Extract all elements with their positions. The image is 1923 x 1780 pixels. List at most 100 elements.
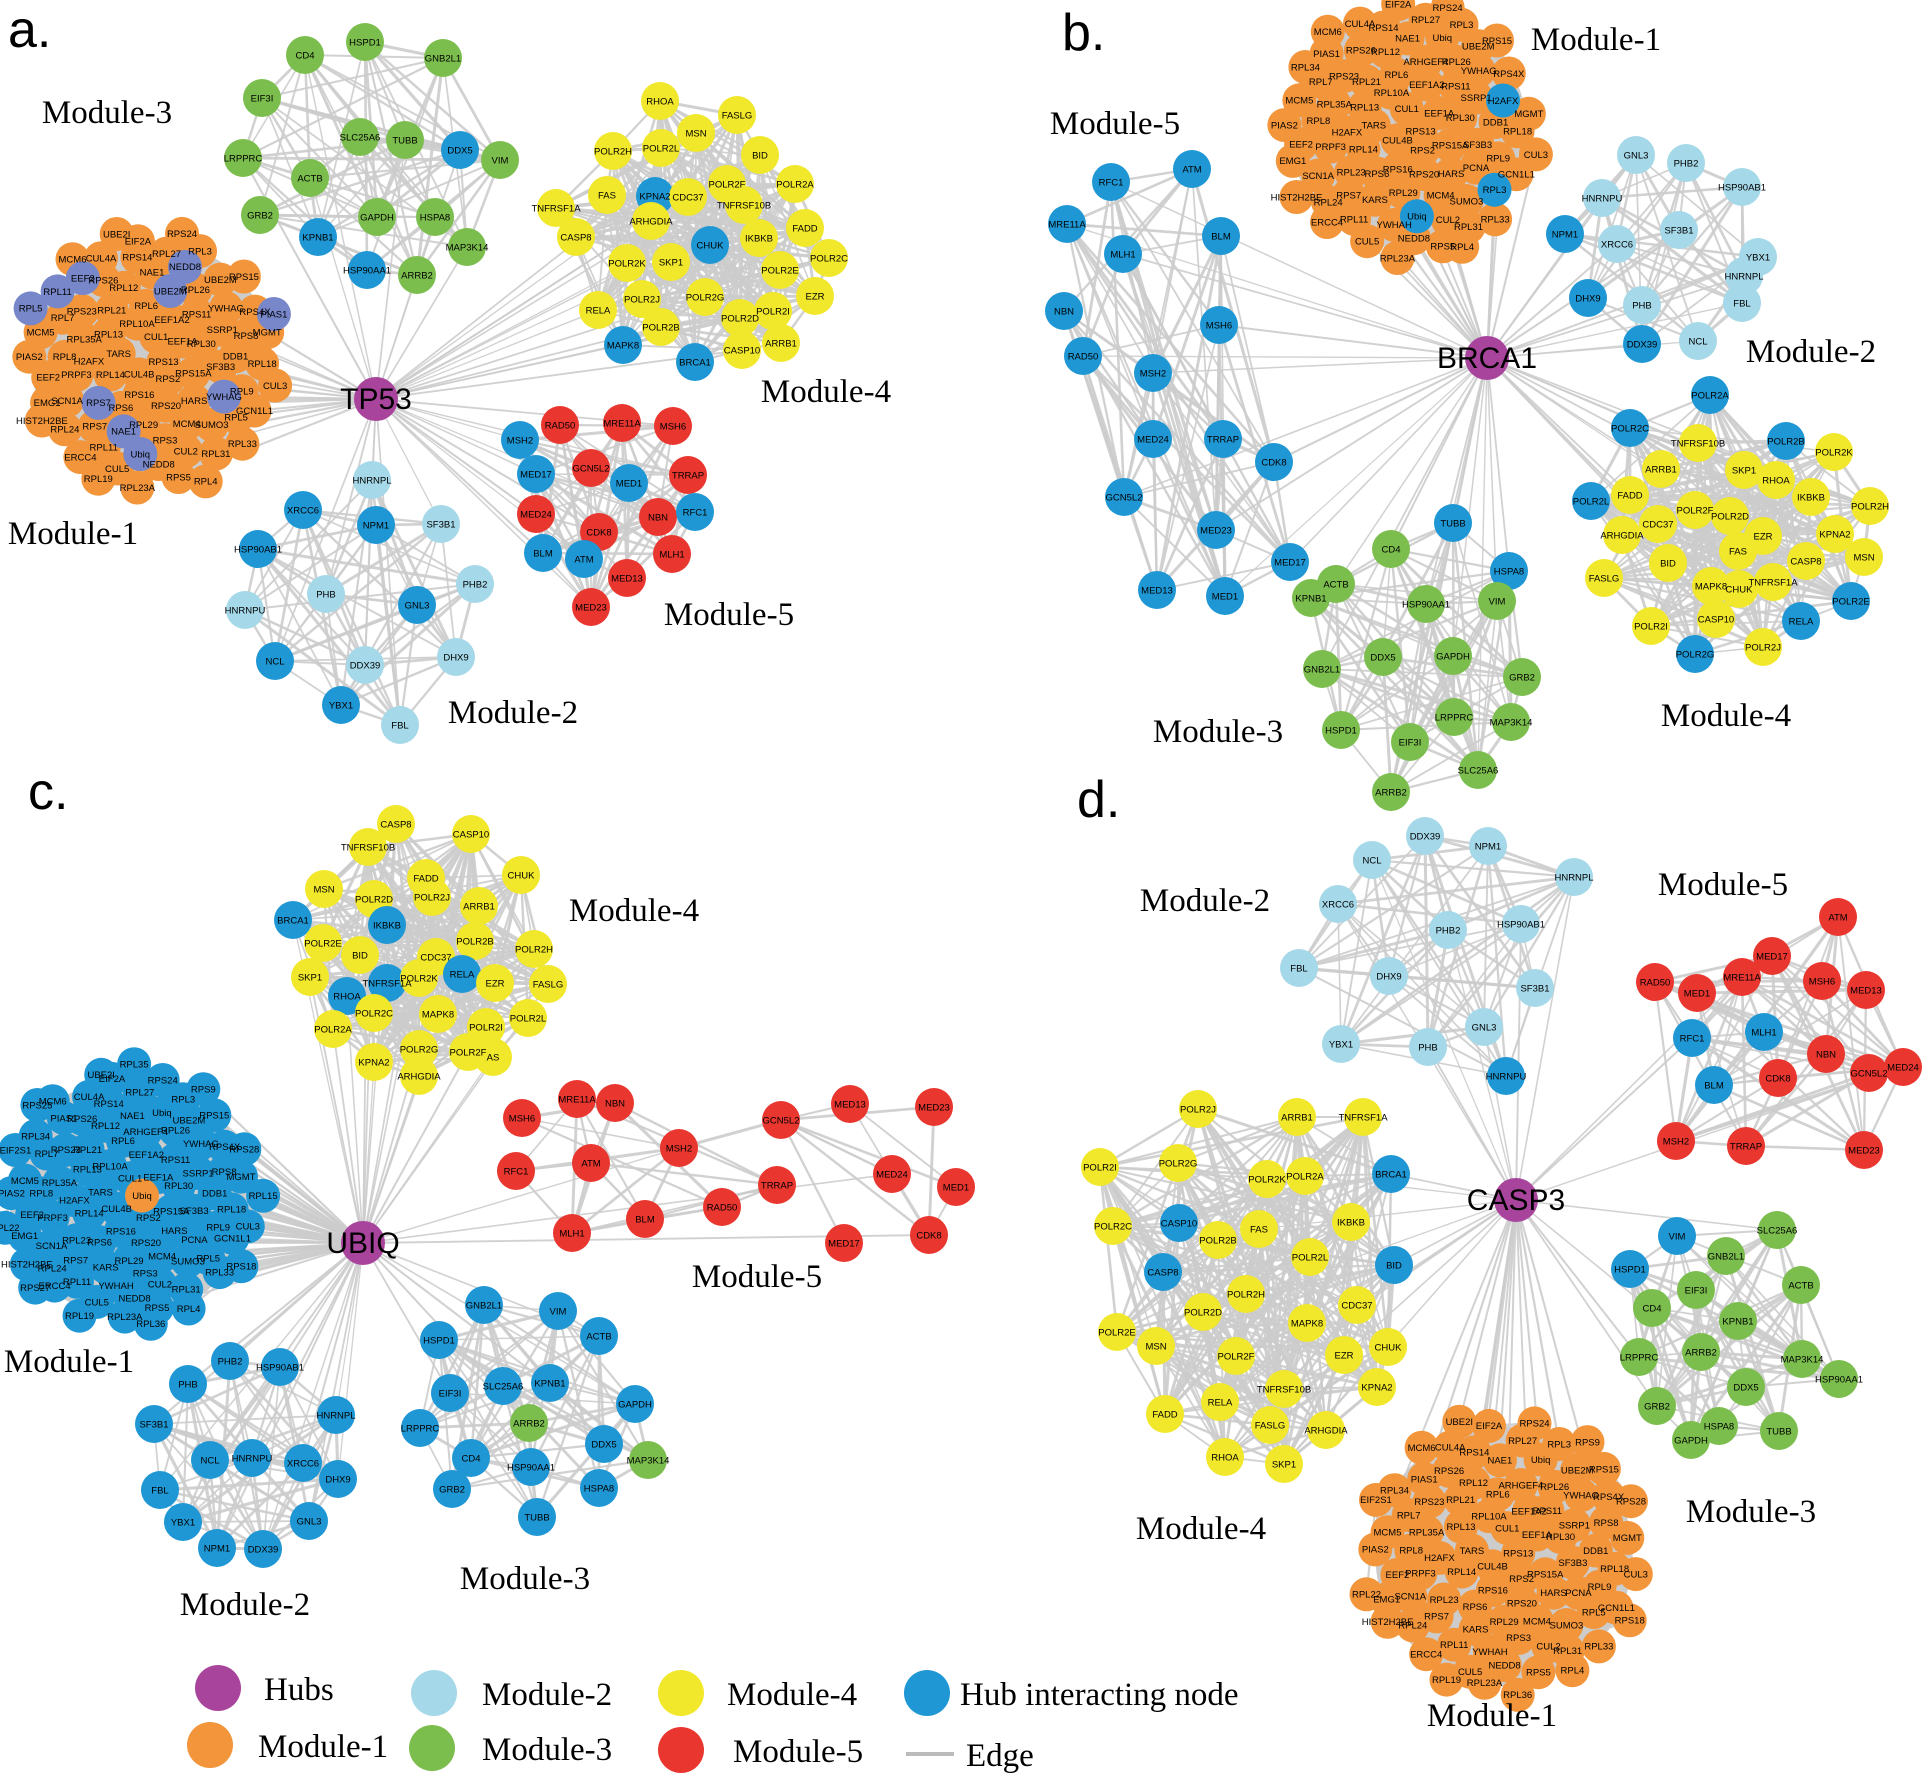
svg-text:RPL22: RPL22 [0,1223,20,1234]
svg-text:RAD50: RAD50 [707,1202,738,1213]
svg-text:GCN1L1: GCN1L1 [236,406,273,417]
svg-text:MLH1: MLH1 [1110,249,1135,260]
svg-text:CUL2: CUL2 [174,446,198,457]
svg-text:RPL8: RPL8 [29,1189,53,1200]
svg-text:NAE1: NAE1 [120,1111,145,1122]
svg-text:VIM: VIM [492,155,509,166]
svg-text:RPL31: RPL31 [1553,1646,1582,1657]
svg-text:RPS13: RPS13 [1503,1549,1533,1560]
svg-text:POLR2J: POLR2J [624,294,660,305]
svg-text:RPS20: RPS20 [151,401,181,412]
svg-text:RPS6: RPS6 [1364,169,1389,180]
svg-text:RPL4: RPL4 [177,1304,201,1315]
svg-text:YWHAG: YWHAG [206,392,242,403]
svg-text:XRCC6: XRCC6 [287,505,319,516]
svg-text:NCL: NCL [200,1455,219,1466]
svg-text:RPL8: RPL8 [53,352,77,363]
svg-text:FBL: FBL [391,720,408,731]
svg-text:HSPA8: HSPA8 [420,212,450,223]
svg-text:RPS24: RPS24 [148,1075,178,1086]
svg-text:RPL19: RPL19 [65,1311,94,1322]
svg-text:POLR2L: POLR2L [1292,1252,1328,1263]
svg-text:GRB2: GRB2 [439,1484,465,1495]
svg-text:RPL12: RPL12 [1459,1478,1488,1489]
svg-text:POLR2F: POLR2F [450,1047,487,1058]
svg-text:Ubiq: Ubiq [132,1191,152,1202]
svg-text:RPL34: RPL34 [21,1131,50,1142]
svg-text:CASP10: CASP10 [724,345,760,356]
svg-text:RAD50: RAD50 [1068,351,1099,362]
svg-text:GNL3: GNL3 [1472,1022,1497,1033]
svg-text:MED17: MED17 [1756,951,1788,962]
svg-text:HSPD1: HSPD1 [1325,725,1357,736]
svg-text:BLM: BLM [635,1214,655,1225]
svg-text:TUBB: TUBB [1440,518,1465,529]
svg-text:HNRNPU: HNRNPU [1582,193,1623,204]
svg-text:RPS5: RPS5 [166,472,191,483]
svg-text:CHUK: CHUK [1375,1342,1403,1353]
svg-text:MAP3K14: MAP3K14 [627,1455,670,1466]
svg-text:Ubiq: Ubiq [152,1108,172,1119]
svg-text:RPL10A: RPL10A [1471,1511,1507,1522]
svg-text:MED13: MED13 [1141,585,1173,596]
svg-text:MSH2: MSH2 [666,1143,692,1154]
svg-text:Hubs: Hubs [264,1672,334,1708]
svg-text:CUL4A: CUL4A [1345,19,1376,30]
svg-text:ARRB2: ARRB2 [1685,1347,1717,1358]
svg-text:GAPDH: GAPDH [1436,651,1470,662]
svg-text:RPL7: RPL7 [1397,1510,1421,1521]
svg-text:HSP90AB1: HSP90AB1 [234,544,282,555]
svg-text:POLR2K: POLR2K [1248,1174,1286,1185]
svg-text:HSPA8: HSPA8 [1704,1421,1734,1432]
svg-text:FADD: FADD [413,873,438,884]
svg-text:RPL5: RPL5 [196,1254,220,1265]
svg-text:MED1: MED1 [616,478,642,489]
svg-text:RPL29: RPL29 [114,1256,143,1267]
svg-text:MCM6: MCM6 [1408,1443,1436,1454]
svg-text:RPS9: RPS9 [191,1085,216,1096]
svg-text:FASLG: FASLG [533,979,564,990]
svg-text:GRB2: GRB2 [1509,672,1535,683]
svg-text:POLR2H: POLR2H [1227,1289,1265,1300]
svg-text:EEF2: EEF2 [1386,1570,1410,1581]
svg-text:RPS18: RPS18 [1615,1616,1645,1627]
svg-text:Ubiq: Ubiq [1407,212,1427,223]
svg-text:MED13: MED13 [1850,985,1882,996]
svg-text:RPS23: RPS23 [1329,72,1359,83]
svg-text:RPL14: RPL14 [1447,1567,1476,1578]
svg-text:TUBB: TUBB [524,1512,549,1523]
svg-text:POLR2J: POLR2J [414,892,450,903]
svg-text:CUL3: CUL3 [1524,150,1548,161]
svg-text:GCN5L2: GCN5L2 [1851,1068,1888,1079]
svg-text:RPL7: RPL7 [35,1149,59,1160]
svg-text:EZR: EZR [486,978,505,989]
svg-text:EIF3I: EIF3I [439,1388,462,1399]
svg-text:GCN1L1: GCN1L1 [1598,1603,1635,1614]
svg-text:HNRNPL: HNRNPL [1724,271,1763,282]
svg-text:H2AFX: H2AFX [1488,96,1519,107]
svg-text:YWHAH: YWHAH [1472,1647,1508,1658]
svg-text:MGMT: MGMT [1613,1533,1642,1544]
svg-text:RPL30: RPL30 [164,1181,193,1192]
svg-text:CASP3: CASP3 [1467,1184,1565,1217]
svg-text:Module-5: Module-5 [1658,867,1788,903]
svg-text:LRPPRC: LRPPRC [401,1423,440,1434]
svg-text:DDX5: DDX5 [591,1439,616,1450]
svg-text:CD4: CD4 [1381,544,1400,555]
svg-text:RPS16: RPS16 [1478,1586,1508,1597]
svg-text:POLR2B: POLR2B [456,936,494,947]
svg-text:RPL3: RPL3 [1450,20,1474,31]
svg-text:RPL34: RPL34 [1291,62,1320,73]
svg-text:MSN: MSN [313,884,334,895]
svg-text:TP53: TP53 [340,383,412,416]
svg-text:ARRB2: ARRB2 [1375,787,1407,798]
svg-text:RELA: RELA [586,305,611,316]
svg-text:Module-3: Module-3 [42,95,172,131]
svg-text:MED24: MED24 [1137,434,1169,445]
svg-text:NAE1: NAE1 [1487,1456,1512,1467]
svg-text:BLM: BLM [533,548,553,559]
svg-text:EIF3I: EIF3I [251,93,274,104]
svg-text:ARRB2: ARRB2 [401,270,433,281]
svg-text:Edge: Edge [966,1738,1034,1774]
svg-text:DDX39: DDX39 [248,1544,279,1555]
